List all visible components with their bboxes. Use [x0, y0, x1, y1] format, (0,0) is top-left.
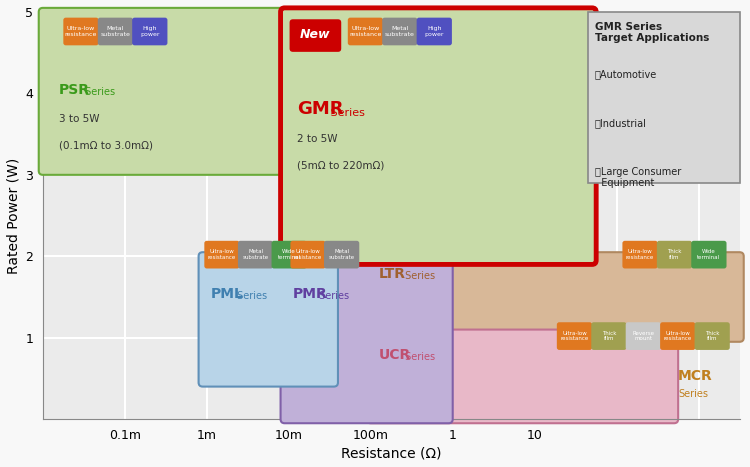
- Text: Series: Series: [234, 291, 267, 301]
- FancyBboxPatch shape: [280, 8, 596, 264]
- Text: Metal
substrate: Metal substrate: [385, 26, 415, 37]
- FancyBboxPatch shape: [626, 322, 661, 350]
- Text: UCR: UCR: [379, 348, 411, 362]
- Text: 3 to 5W: 3 to 5W: [59, 113, 100, 124]
- Text: ・Large Consumer
  Equipment: ・Large Consumer Equipment: [595, 167, 681, 188]
- Text: Ultra-low
resistance: Ultra-low resistance: [664, 331, 692, 341]
- Text: PML: PML: [211, 287, 244, 301]
- Text: 2 to 5W: 2 to 5W: [297, 134, 338, 144]
- FancyBboxPatch shape: [367, 330, 678, 423]
- FancyBboxPatch shape: [63, 18, 98, 45]
- FancyBboxPatch shape: [280, 252, 453, 423]
- Text: Reverse
mount: Reverse mount: [632, 331, 654, 341]
- Text: Series: Series: [402, 271, 435, 281]
- FancyBboxPatch shape: [417, 18, 452, 45]
- Text: Ultra-low
resistance: Ultra-low resistance: [350, 26, 382, 37]
- FancyBboxPatch shape: [290, 19, 341, 52]
- FancyBboxPatch shape: [199, 252, 338, 387]
- Text: Wide
terminal: Wide terminal: [698, 249, 721, 260]
- Text: Ultra-low
resistance: Ultra-low resistance: [294, 249, 322, 260]
- FancyBboxPatch shape: [591, 322, 626, 350]
- FancyBboxPatch shape: [272, 241, 307, 269]
- FancyBboxPatch shape: [660, 322, 695, 350]
- Text: Ultra-low
resistance: Ultra-low resistance: [208, 249, 236, 260]
- X-axis label: Resistance (Ω): Resistance (Ω): [341, 446, 442, 460]
- Text: High
power: High power: [424, 26, 444, 37]
- Text: Metal
substrate: Metal substrate: [242, 249, 268, 260]
- FancyBboxPatch shape: [694, 322, 730, 350]
- FancyBboxPatch shape: [204, 241, 239, 269]
- Text: Metal
substrate: Metal substrate: [100, 26, 130, 37]
- Text: Series: Series: [678, 389, 708, 399]
- Text: LTR: LTR: [379, 267, 406, 281]
- Text: New: New: [300, 28, 330, 41]
- FancyBboxPatch shape: [556, 322, 592, 350]
- Text: Metal
substrate: Metal substrate: [328, 249, 355, 260]
- FancyBboxPatch shape: [348, 18, 383, 45]
- Text: PSR: PSR: [59, 84, 90, 98]
- Y-axis label: Rated Power (W): Rated Power (W): [7, 157, 21, 274]
- FancyBboxPatch shape: [367, 252, 744, 342]
- Text: (5mΩ to 220mΩ): (5mΩ to 220mΩ): [297, 161, 384, 171]
- Text: Ultra-low
resistance: Ultra-low resistance: [64, 26, 98, 37]
- Text: Wide
terminal: Wide terminal: [278, 249, 301, 260]
- FancyBboxPatch shape: [290, 241, 326, 269]
- FancyBboxPatch shape: [132, 18, 167, 45]
- Text: High
power: High power: [140, 26, 160, 37]
- Text: Series: Series: [327, 108, 364, 118]
- FancyBboxPatch shape: [324, 241, 359, 269]
- Text: Series: Series: [316, 291, 349, 301]
- Text: (0.1mΩ to 3.0mΩ): (0.1mΩ to 3.0mΩ): [59, 141, 153, 150]
- Text: Series: Series: [402, 352, 435, 362]
- FancyBboxPatch shape: [657, 241, 692, 269]
- FancyBboxPatch shape: [622, 241, 658, 269]
- Text: Ultra-low
resistance: Ultra-low resistance: [560, 331, 589, 341]
- Text: Thick
film: Thick film: [705, 331, 719, 341]
- FancyBboxPatch shape: [588, 12, 740, 183]
- Text: MCR: MCR: [678, 368, 713, 382]
- FancyBboxPatch shape: [98, 18, 133, 45]
- FancyBboxPatch shape: [238, 241, 273, 269]
- Text: GMR: GMR: [297, 100, 344, 118]
- Text: PMR: PMR: [292, 287, 328, 301]
- Text: Series: Series: [82, 87, 116, 98]
- Text: ・Industrial: ・Industrial: [595, 118, 646, 128]
- Text: Thick
film: Thick film: [602, 331, 616, 341]
- Text: Thick
film: Thick film: [668, 249, 682, 260]
- FancyBboxPatch shape: [382, 18, 418, 45]
- FancyBboxPatch shape: [692, 241, 727, 269]
- Text: Ultra-low
resistance: Ultra-low resistance: [626, 249, 654, 260]
- FancyBboxPatch shape: [39, 8, 292, 175]
- Text: ・Automotive: ・Automotive: [595, 69, 657, 79]
- Text: GMR Series
Target Applications: GMR Series Target Applications: [595, 22, 709, 43]
